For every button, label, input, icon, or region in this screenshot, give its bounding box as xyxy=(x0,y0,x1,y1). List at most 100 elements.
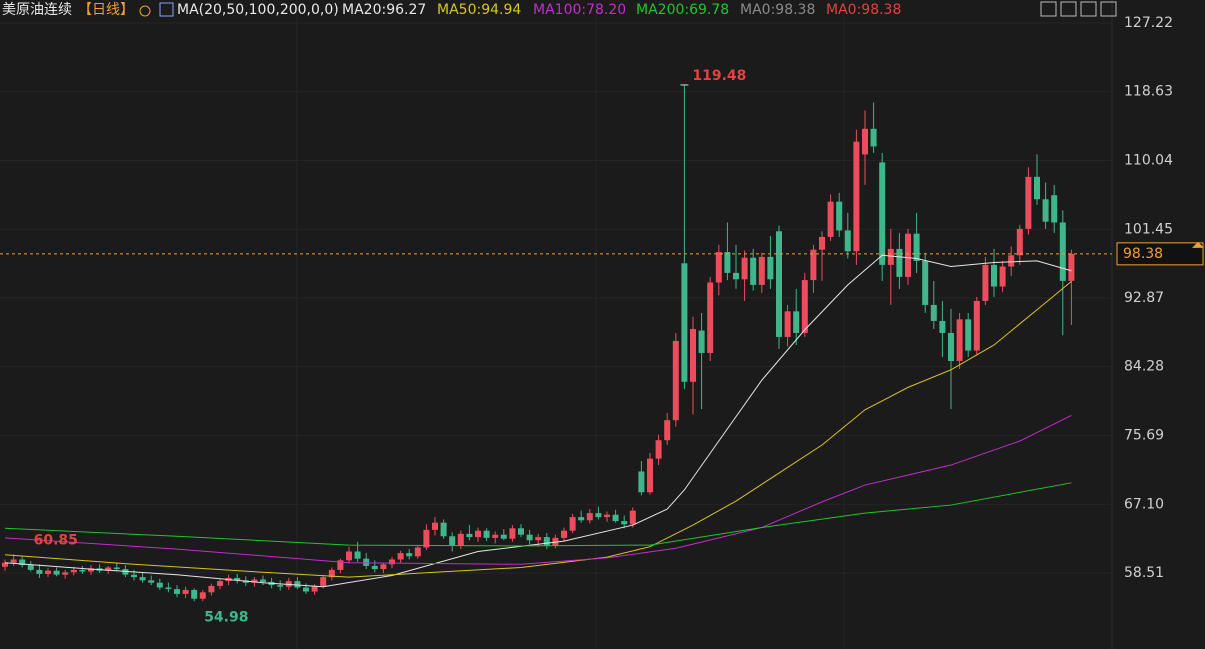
candle-body xyxy=(672,340,679,421)
start-label: 60.85 xyxy=(34,532,78,548)
candle-body xyxy=(406,553,413,557)
candle-body xyxy=(724,252,731,273)
candle-body xyxy=(45,570,51,574)
last-price-box xyxy=(1116,242,1204,266)
candle-body xyxy=(896,248,903,277)
candle-body xyxy=(810,249,817,281)
candle-body xyxy=(586,513,593,521)
candle-body xyxy=(234,577,241,581)
period[interactable]: 【日线】 xyxy=(78,2,134,18)
y-tick-label: 84.28 xyxy=(1124,359,1164,375)
ma-params: MA(20,50,100,200,0,0) xyxy=(177,2,339,18)
candle-body xyxy=(690,328,696,382)
ma-line xyxy=(4,281,1072,578)
ma-reading: MA20:96.27 xyxy=(342,2,426,18)
candle-body xyxy=(767,256,774,280)
ma-line xyxy=(4,482,1072,547)
candle-body xyxy=(604,514,610,518)
candle-body xyxy=(664,420,671,441)
candle-body xyxy=(853,141,860,252)
candle-body xyxy=(397,553,404,560)
candle-body xyxy=(294,581,301,588)
candle-body xyxy=(758,256,765,285)
candle-body xyxy=(647,458,653,493)
candle-body xyxy=(156,582,163,588)
candle-body xyxy=(139,577,146,581)
candle-body xyxy=(621,521,628,525)
candle-body xyxy=(380,564,387,570)
candle-body xyxy=(311,585,318,592)
candle-body xyxy=(165,587,172,590)
candle-body xyxy=(750,257,757,285)
price-marker xyxy=(1192,241,1204,248)
tool-button[interactable] xyxy=(1040,1,1057,17)
candle-body xyxy=(561,530,567,538)
ma-icon[interactable] xyxy=(159,2,174,17)
candle-body xyxy=(131,574,137,578)
candle-body xyxy=(466,533,473,538)
candle-body xyxy=(939,320,946,333)
candle-body xyxy=(70,569,77,573)
candle-body xyxy=(612,514,619,522)
ma-reading: MA100:78.20 xyxy=(533,2,626,18)
y-tick-label: 110.04 xyxy=(1124,153,1173,169)
candle-body xyxy=(500,534,507,539)
candle-body xyxy=(208,585,215,593)
candle-body xyxy=(715,252,722,283)
tool-button[interactable] xyxy=(1080,1,1097,17)
candle-body xyxy=(371,565,378,570)
candle-body xyxy=(991,264,997,287)
candle-body xyxy=(457,533,464,546)
candle-body xyxy=(337,560,344,570)
ma-line xyxy=(4,254,1072,588)
candle-body xyxy=(27,565,34,570)
candle-body xyxy=(62,572,69,575)
candle-body xyxy=(741,257,748,280)
candle-body xyxy=(440,522,447,537)
candle-body xyxy=(509,528,516,539)
candle-body xyxy=(432,522,438,530)
candle-body xyxy=(801,280,808,333)
ma-line xyxy=(4,414,1072,565)
candle-body xyxy=(285,581,292,587)
candle-body xyxy=(277,585,284,587)
candle-body xyxy=(1042,199,1049,222)
y-tick-label: 67.10 xyxy=(1124,496,1164,512)
tool-button[interactable] xyxy=(1060,1,1077,17)
candle-body xyxy=(569,517,576,531)
y-tick-label: 75.69 xyxy=(1124,427,1164,443)
candle-body xyxy=(827,201,834,237)
candle-body xyxy=(10,559,17,563)
max-label: 119.48 xyxy=(692,68,746,84)
candle-body xyxy=(1051,195,1058,223)
candle-body xyxy=(930,304,937,321)
candle-body xyxy=(199,592,206,599)
candle-body xyxy=(526,534,533,541)
candle-body xyxy=(346,551,352,561)
candle-body xyxy=(844,230,851,252)
candle-body xyxy=(423,529,430,548)
toolbar xyxy=(1040,1,1117,17)
candle-body xyxy=(363,558,370,566)
candle-body xyxy=(2,562,8,567)
tool-button[interactable] xyxy=(1100,1,1117,17)
candle-body xyxy=(956,319,963,361)
candle-body xyxy=(483,530,490,538)
ma-reading: MA50:94.94 xyxy=(437,2,521,18)
candle-body xyxy=(681,263,688,382)
ma-reading: MA0:98.38 xyxy=(740,2,815,18)
candle-body xyxy=(733,272,739,280)
add-icon[interactable] xyxy=(139,5,151,17)
candle-body xyxy=(88,568,94,572)
candle-body xyxy=(819,236,825,250)
candle-body xyxy=(1034,176,1040,200)
candle-body xyxy=(217,581,223,586)
y-tick-label: 127.22 xyxy=(1124,15,1173,31)
candle-body xyxy=(1059,222,1066,281)
candle-body xyxy=(999,266,1006,287)
y-tick-label: 118.63 xyxy=(1124,84,1173,100)
y-tick-label: 101.45 xyxy=(1124,221,1173,237)
candle-body xyxy=(251,579,258,583)
candle-body xyxy=(260,579,266,582)
